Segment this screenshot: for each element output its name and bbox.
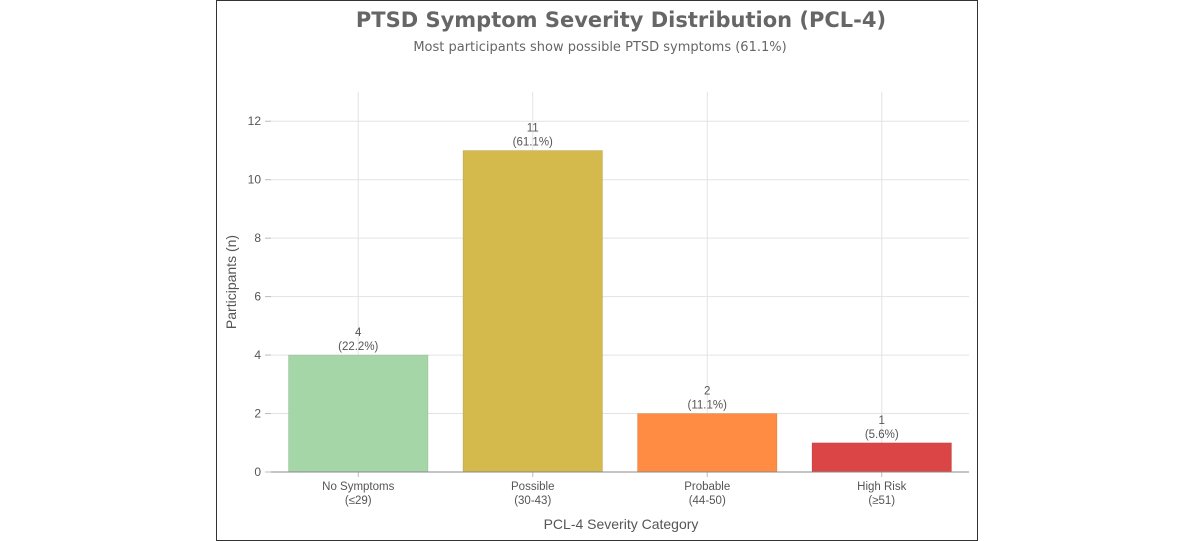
bar-value-label: 2 <box>704 386 710 398</box>
bars <box>287 149 953 473</box>
x-tick-label: High Risk <box>857 481 906 493</box>
bar-percent-label: (5.6%) <box>865 429 899 441</box>
bar-value-label: 11 <box>527 122 539 134</box>
y-tick-label: 4 <box>254 348 261 362</box>
y-tick-label: 0 <box>254 465 261 479</box>
y-tick-label: 2 <box>254 407 261 421</box>
x-tick-range: (44-50) <box>689 495 726 507</box>
bar-chart: PTSD Symptom Severity Distribution (PCL-… <box>223 8 969 532</box>
bar-2 <box>636 413 778 473</box>
x-tick-range: (≤29) <box>345 495 372 507</box>
chart-frame: PTSD Symptom Severity Distribution (PCL-… <box>216 0 978 541</box>
chart-subtitle: Most participants show possible PTSD sym… <box>413 40 786 55</box>
bar-percent-label: (61.1%) <box>513 136 553 148</box>
bar-value-label: 4 <box>355 327 362 339</box>
bar-value-label: 1 <box>879 415 885 427</box>
bar-percent-label: (11.1%) <box>688 400 728 412</box>
y-tick-label: 12 <box>248 114 262 128</box>
x-tick-range: (30-43) <box>514 495 551 507</box>
bar-percent-label: (22.2%) <box>338 341 378 353</box>
y-axis-label: Participants (n) <box>223 235 239 329</box>
y-tick-label: 8 <box>254 231 261 245</box>
x-tick-range: (≥51) <box>868 495 895 507</box>
x-tick-label: Possible <box>511 481 554 493</box>
x-tick-label: Probable <box>684 481 730 493</box>
y-tick-label: 10 <box>248 173 262 187</box>
x-axis-label: PCL-4 Severity Category <box>544 516 699 532</box>
y-tick-label: 6 <box>254 290 261 304</box>
bar-0 <box>287 354 429 473</box>
bar-3 <box>811 442 953 473</box>
x-tick-label: No Symptoms <box>322 481 394 493</box>
bar-1 <box>462 149 604 473</box>
chart-title: PTSD Symptom Severity Distribution (PCL-… <box>356 8 886 32</box>
